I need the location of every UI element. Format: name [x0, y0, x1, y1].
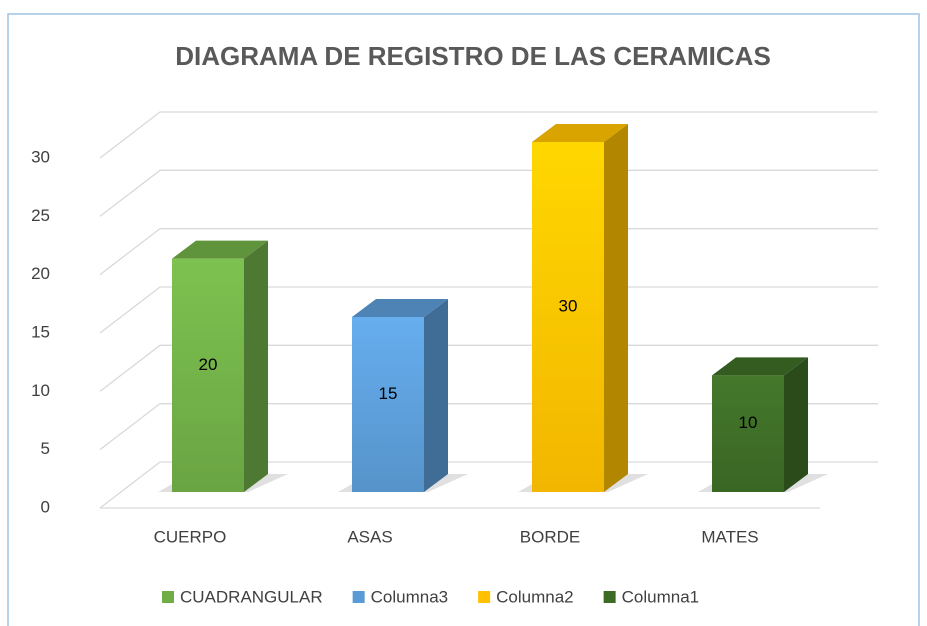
bar-side	[244, 240, 268, 492]
bar-top	[352, 299, 448, 317]
legend-label: Columna3	[371, 587, 449, 606]
y-tick-label: 30	[31, 147, 50, 166]
legend-swatch	[162, 591, 174, 603]
legend-label: Columna2	[496, 587, 574, 606]
data-label: 15	[379, 384, 398, 403]
legend-swatch	[478, 591, 491, 603]
y-tick-label: 5	[41, 439, 50, 458]
bar-side	[604, 124, 628, 492]
bar-side	[424, 299, 448, 492]
bar-top	[172, 240, 268, 259]
chart-title: DIAGRAMA DE REGISTRO DE LAS CERAMICAS	[175, 41, 771, 71]
y-tick-label: 25	[31, 206, 50, 225]
bar	[712, 375, 784, 492]
y-tick-label: 20	[31, 264, 50, 283]
bar-side	[784, 357, 808, 492]
bar	[172, 258, 244, 492]
x-tick-label: ASAS	[347, 527, 392, 546]
grid-line	[99, 461, 878, 509]
bar	[352, 317, 424, 492]
legend-label: Columna1	[622, 587, 700, 606]
legend-swatch	[352, 591, 365, 603]
bar-top	[532, 124, 628, 142]
grid-line	[99, 286, 878, 334]
grid-line	[99, 169, 878, 217]
y-tick-label: 15	[31, 322, 50, 341]
grid-line	[99, 403, 878, 451]
legend-label: CUADRANGULAR	[180, 587, 323, 606]
x-tick-label: MATES	[701, 527, 758, 546]
x-tick-label: CUERPO	[154, 527, 227, 546]
chart-frame	[7, 13, 920, 626]
data-label: 10	[739, 413, 758, 432]
x-tick-label: BORDE	[520, 527, 580, 546]
bar	[532, 142, 604, 492]
y-tick-label: 0	[41, 497, 50, 516]
bar-top	[712, 357, 808, 376]
grid-line	[99, 344, 878, 392]
y-tick-label: 10	[31, 381, 50, 400]
data-label: 30	[559, 296, 578, 315]
grid-line	[99, 111, 878, 159]
data-label: 20	[199, 355, 218, 374]
grid-line	[99, 228, 878, 276]
legend-swatch	[603, 591, 616, 603]
